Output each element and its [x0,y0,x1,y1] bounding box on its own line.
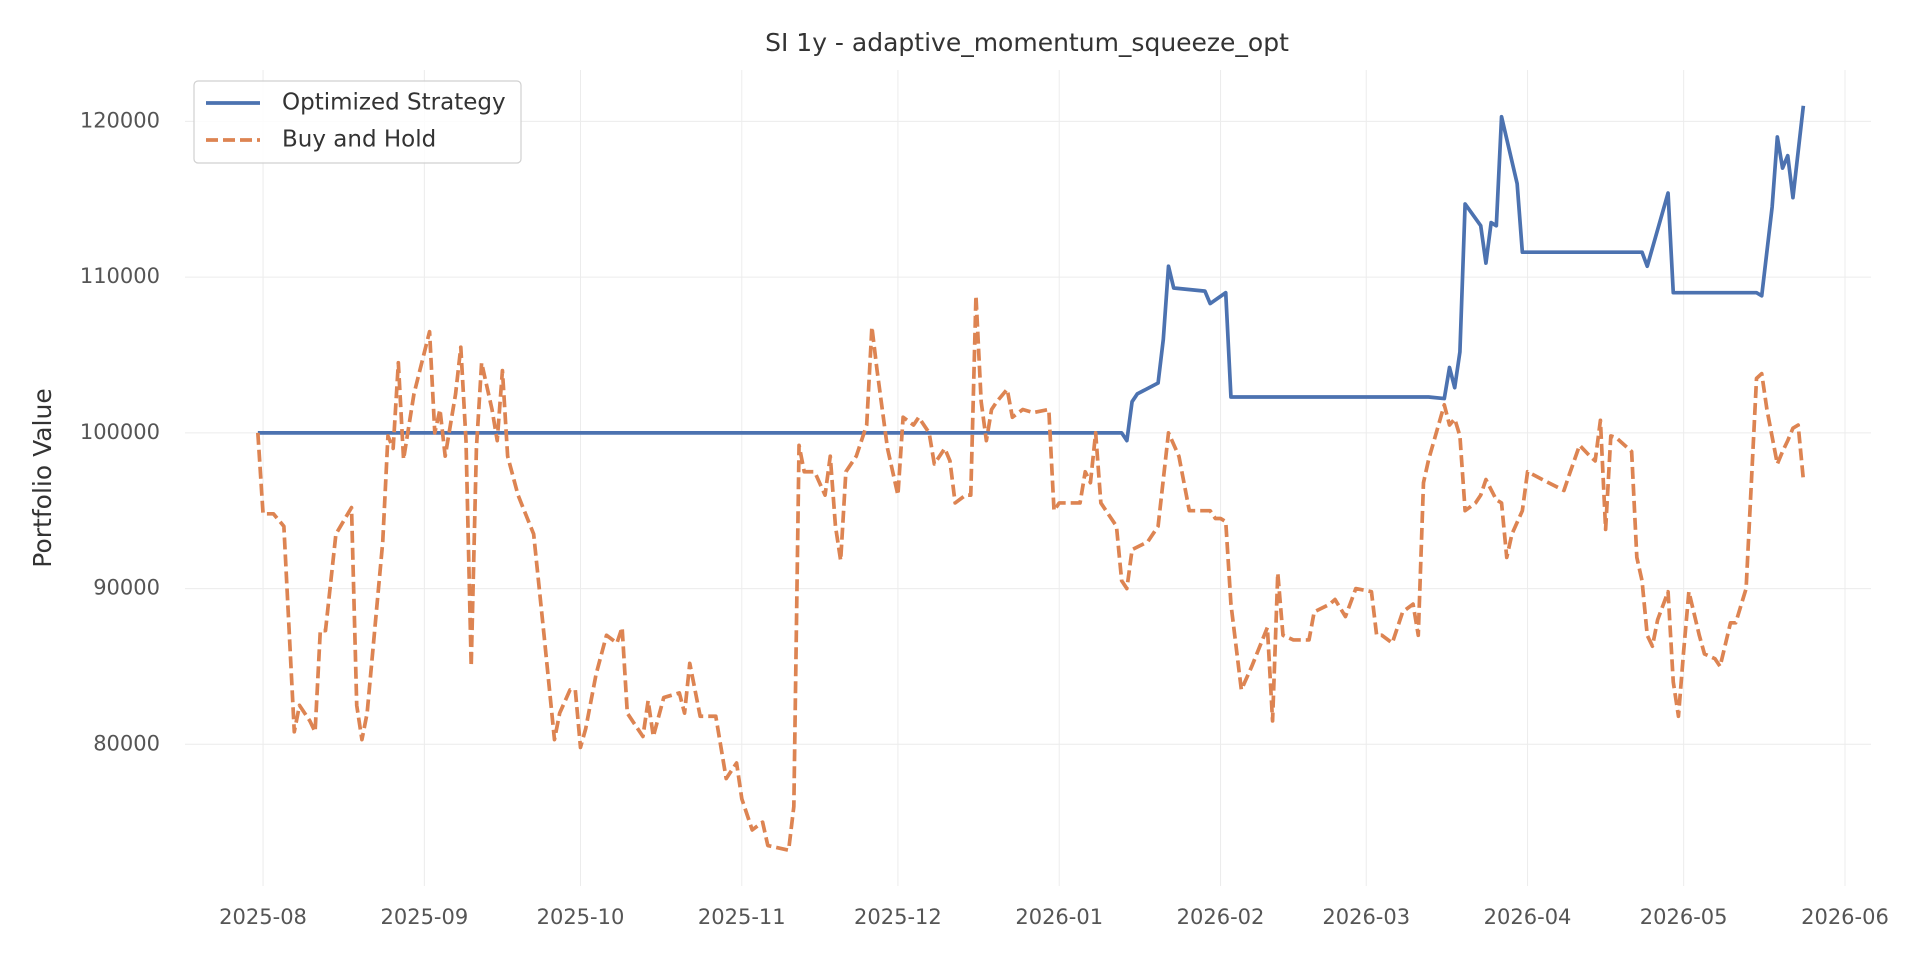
series-line [256,293,1806,853]
legend-label: Buy and Hold [282,127,436,153]
y-tick-label: 90000 [93,576,160,600]
x-tick-label: 2026-03 [1322,905,1410,929]
series-line [257,105,1806,443]
legend-box [193,80,522,164]
x-tick-label: 2025-08 [219,905,307,929]
y-tick-label: 80000 [93,731,160,755]
x-tick-label: 2025-11 [698,905,786,929]
legend-label: Optimized Strategy [282,90,506,116]
y-axis-label: Portfolio Value [28,388,57,567]
y-tick-label: 110000 [80,264,160,288]
x-tick-label: 2026-04 [1484,905,1572,929]
x-tick-label: 2026-02 [1177,905,1265,929]
x-tick-label: 2025-12 [854,905,942,929]
tick-labels: 2025-08 2025-09 2025-10 2025-11 2025-12 2026-… [80,108,1889,929]
x-tick-label: 2025-09 [380,905,468,929]
chart-title: SI 1y - adaptive_momentum_squeeze_opt [765,28,1289,57]
y-tick-label: 120000 [80,108,160,132]
x-tick-label: 2026-05 [1640,905,1728,929]
x-tick-label: 2026-06 [1801,905,1889,929]
x-tick-label: 2026-01 [1015,905,1103,929]
x-tick-label: 2025-10 [537,905,625,929]
plot-lines [256,105,1806,853]
legend: Optimized Strategy Buy and Hold [193,80,522,164]
y-tick-label: 100000 [80,420,160,444]
